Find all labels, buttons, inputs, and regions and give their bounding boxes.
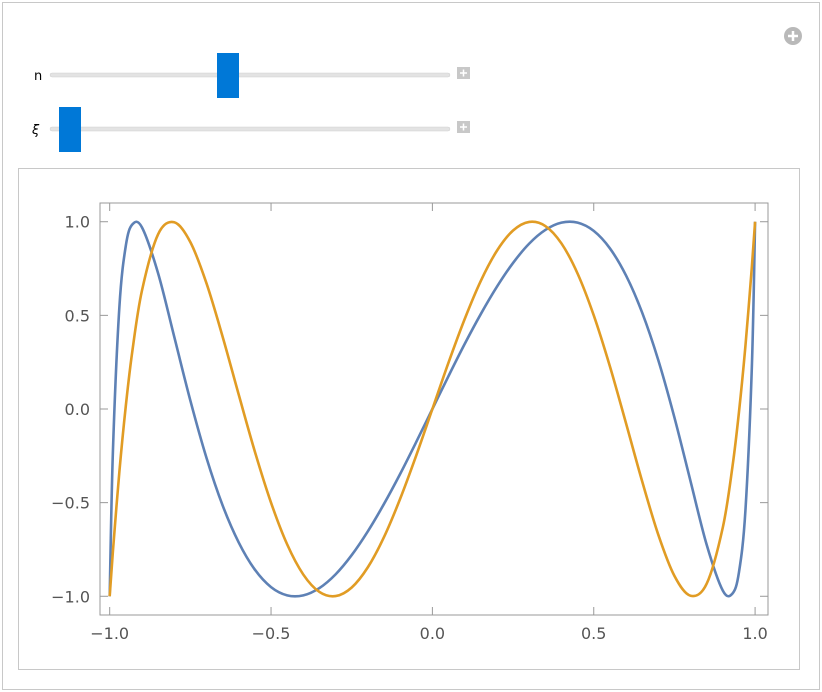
- x-tick-label: 0.0: [420, 624, 445, 643]
- x-tick-label: 1.0: [742, 624, 767, 643]
- control-label: ξ: [31, 123, 40, 138]
- y-tick-label: −0.5: [51, 494, 90, 513]
- slider-track[interactable]: [49, 126, 451, 132]
- y-tick-label: 0.0: [65, 400, 90, 419]
- x-tick-label: −0.5: [252, 624, 291, 643]
- y-tick-label: 0.5: [65, 306, 90, 325]
- plot-box: [18, 168, 800, 670]
- series-line: [108, 220, 757, 598]
- control-label: n: [34, 69, 42, 84]
- slider-expand[interactable]: [457, 121, 470, 133]
- y-tick-label: −1.0: [51, 587, 90, 606]
- slider-track[interactable]: [49, 72, 451, 78]
- slider-thumb[interactable]: [59, 107, 81, 152]
- y-tick-label: 1.0: [65, 213, 90, 232]
- slider-thumb[interactable]: [217, 53, 239, 98]
- slider-expand[interactable]: [457, 67, 470, 79]
- x-tick-label: 0.5: [581, 624, 606, 643]
- x-tick-label: −1.0: [90, 624, 129, 643]
- add-button[interactable]: [784, 27, 802, 45]
